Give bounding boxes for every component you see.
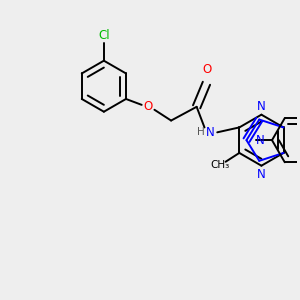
- Text: CH₃: CH₃: [210, 160, 229, 170]
- Text: N: N: [257, 100, 266, 113]
- Text: H: H: [197, 127, 204, 137]
- Text: N: N: [257, 168, 266, 181]
- Text: Cl: Cl: [98, 29, 110, 42]
- Text: N: N: [206, 126, 215, 139]
- Text: N: N: [256, 134, 265, 147]
- Text: O: O: [143, 100, 152, 113]
- Text: O: O: [203, 63, 212, 76]
